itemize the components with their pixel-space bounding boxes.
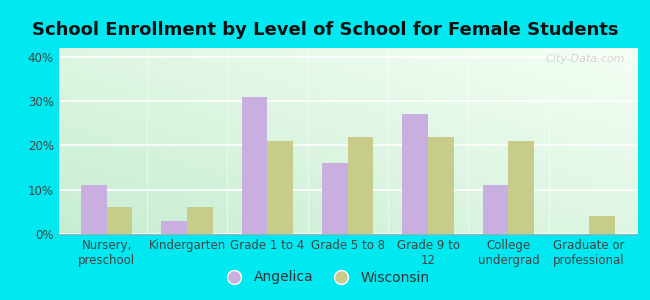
Bar bbox=[161, 221, 187, 234]
Bar bbox=[242, 97, 267, 234]
Text: City-Data.com: City-Data.com bbox=[546, 54, 625, 64]
Bar bbox=[402, 114, 428, 234]
Bar bbox=[107, 207, 133, 234]
Bar bbox=[428, 136, 454, 234]
Bar bbox=[508, 141, 534, 234]
Bar bbox=[187, 207, 213, 234]
Bar bbox=[322, 163, 348, 234]
Bar bbox=[483, 185, 508, 234]
Bar bbox=[81, 185, 107, 234]
Bar bbox=[589, 216, 614, 234]
Legend: Angelica, Wisconsin: Angelica, Wisconsin bbox=[214, 265, 436, 290]
Bar bbox=[348, 136, 374, 234]
Text: School Enrollment by Level of School for Female Students: School Enrollment by Level of School for… bbox=[32, 21, 618, 39]
Bar bbox=[267, 141, 293, 234]
